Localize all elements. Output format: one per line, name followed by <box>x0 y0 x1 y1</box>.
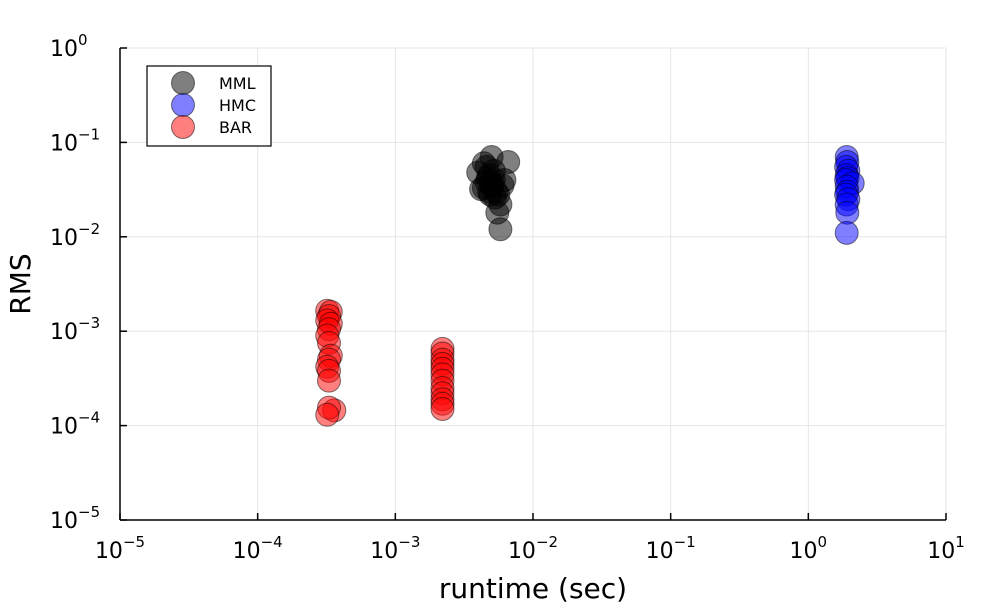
legend-label-bar: BAR <box>219 118 252 137</box>
y-tick-label: 10−1 <box>50 125 100 156</box>
y-tick-label: 100 <box>50 31 88 62</box>
hmc-point <box>835 200 860 225</box>
bar-point <box>430 397 455 421</box>
legend-label-mml: MML <box>219 74 256 93</box>
x-tick-label: 10−3 <box>370 533 420 564</box>
x-axis-label: runtime (sec) <box>439 572 627 605</box>
hmc-point <box>834 220 859 245</box>
y-tick-label: 10−2 <box>50 220 100 251</box>
tick-labels: 10−5 10−4 10−3 10−2 10−1 100 101 10−5 10−4 10−3 10… <box>50 31 965 564</box>
y-tick-label: 10−3 <box>50 314 100 345</box>
x-tick-label: 10−4 <box>233 533 283 564</box>
y-tick-label: 10−5 <box>50 503 100 534</box>
x-tick-label: 10−2 <box>508 533 558 564</box>
mml-point <box>478 182 503 207</box>
legend-marker-bar <box>171 115 195 139</box>
data-points <box>315 145 865 427</box>
legend-box <box>146 65 272 147</box>
x-tick-label: 10−1 <box>646 533 696 564</box>
legend-marker-mml <box>171 71 195 95</box>
y-tick-label: 10−4 <box>50 409 100 440</box>
x-tick-label: 100 <box>790 533 828 564</box>
axes <box>119 47 947 521</box>
legend-label-hmc: HMC <box>219 96 256 115</box>
legend-marker-hmc <box>171 93 195 117</box>
bar-point <box>317 368 341 393</box>
legend: MML HMC BAR <box>146 65 272 147</box>
x-tick-label: 10−5 <box>95 533 145 564</box>
bar-point <box>315 402 340 427</box>
x-tick-label: 101 <box>927 533 965 564</box>
y-axis-label: RMS <box>4 253 37 314</box>
mml-point <box>488 217 513 242</box>
